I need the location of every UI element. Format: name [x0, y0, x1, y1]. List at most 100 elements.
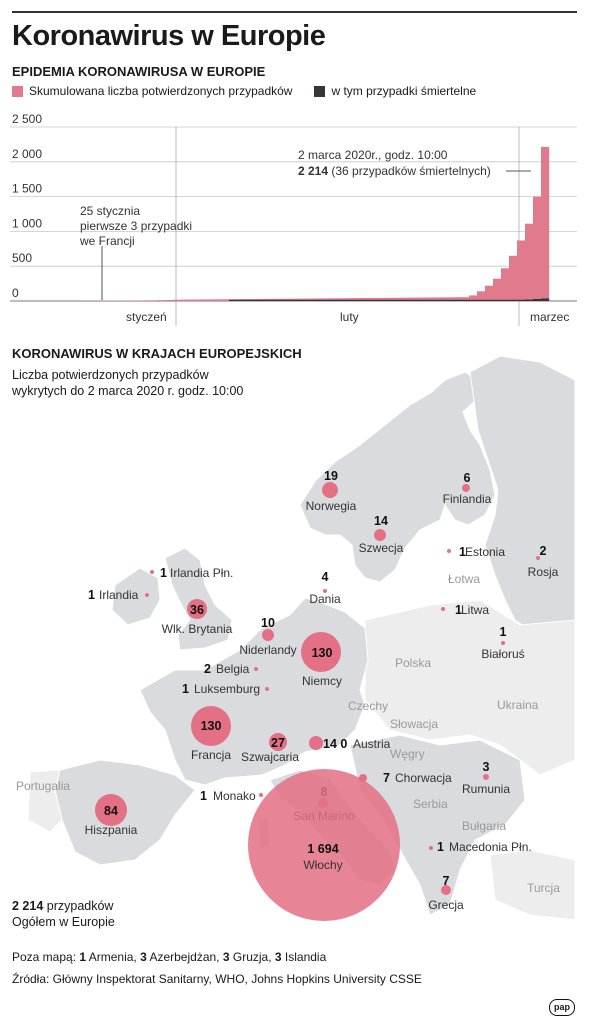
deaths-bar: [293, 299, 302, 301]
deaths-bar: [253, 299, 262, 301]
deaths-bar: [285, 299, 294, 301]
case-bubble: [447, 549, 451, 553]
last-case-annotation-line2: 2 214 (36 przypadków śmiertelnych): [298, 164, 491, 178]
case-bubble: [309, 736, 323, 750]
offmap-value: 1: [79, 950, 87, 964]
cases-bar: [141, 300, 150, 301]
cases-bar: [517, 240, 526, 301]
case-count-label: 1: [455, 603, 462, 617]
x-tick-label: marzec: [530, 310, 569, 324]
case-count-label: 1: [88, 588, 95, 602]
country-name-label: Irlandia: [99, 588, 139, 602]
offmap-country: Islandia: [281, 950, 327, 964]
offmap-country: Gruzja,: [229, 950, 275, 964]
case-count-label: 1 694: [307, 842, 338, 856]
cases-bar: [501, 268, 510, 301]
cases-bar: [317, 298, 326, 301]
deaths-bar: [405, 299, 414, 301]
deaths-bar: [229, 299, 238, 301]
deaths-bar: [357, 299, 366, 301]
case-count-label: 130: [312, 646, 333, 660]
country-rumunia: 3 Rumunia: [462, 760, 510, 796]
case-bubble: [323, 589, 327, 593]
y-tick-label: 500: [12, 251, 32, 265]
y-tick-label: 1 500: [12, 182, 42, 196]
case-bubble: [262, 629, 274, 641]
cases-bar: [213, 299, 222, 301]
land-russia-north: [469, 355, 576, 641]
country-name-label: Finlandia: [443, 492, 492, 506]
case-count-label: 7: [443, 874, 450, 888]
case-bubble: [501, 641, 505, 645]
country-litwa: 1 Litwa: [441, 603, 489, 617]
cases-bar: [301, 298, 310, 301]
country-grecja: 7 Grecja: [428, 874, 464, 912]
cases-bar: [485, 285, 494, 301]
cases-bar: [189, 299, 198, 301]
case-bubble: [441, 885, 451, 895]
total-summary: 2 214 przypadków Ogółem w Europie: [12, 898, 115, 930]
case-count-label: 19: [324, 469, 338, 483]
country-białoruś: 1 Białoruś: [481, 625, 524, 661]
case-bubble: [265, 687, 269, 691]
country-luksemburg: 1 Luksemburg: [182, 682, 269, 696]
cases-bar: [197, 299, 206, 301]
land-ireland: [111, 567, 161, 626]
country-label-no-data: Węgry: [390, 747, 425, 761]
map-subtitle: Liczba potwierdzonych przypadków wykryty…: [12, 367, 312, 399]
country-name-label: Rosja: [528, 565, 559, 579]
case-bubble: [429, 846, 433, 850]
country-name-label: Grecja: [428, 898, 464, 912]
country-label-no-data: Polska: [395, 656, 431, 670]
offmap-country: Armenia,: [86, 950, 141, 964]
offmap-value: 3: [274, 950, 282, 964]
country-label-no-data: Portugalia: [16, 779, 70, 793]
land-britain: [164, 547, 233, 651]
deaths-bar: [445, 299, 454, 301]
deaths-bar: [317, 299, 326, 301]
total-label: Ogółem w Europie: [12, 915, 115, 929]
deaths-bar: [517, 299, 526, 301]
cases-bar: [205, 299, 214, 301]
cases-bar: [477, 291, 486, 301]
cases-bar: [373, 297, 382, 301]
country-label-no-data: Ukraina: [497, 698, 539, 712]
country-szwecja: 14 Szwecja: [359, 514, 404, 555]
deaths-bar: [341, 299, 350, 301]
offmap-prefix: Poza mapą:: [12, 950, 80, 964]
cases-bar: [389, 297, 398, 301]
cases-bar: [413, 297, 422, 301]
total-unit: przypadków: [43, 899, 114, 913]
first-case-annotation-line2: pierwsze 3 przypadki: [80, 219, 192, 233]
cases-bar: [165, 299, 174, 301]
cases-bar: [181, 299, 190, 301]
deaths-bar: [493, 299, 502, 301]
deaths-bar: [477, 299, 486, 301]
cases-bar: [325, 298, 334, 301]
case-count-label: 10: [261, 616, 275, 630]
x-tick-label: styczeń: [126, 310, 167, 324]
deaths-bar: [325, 299, 334, 301]
country-name-label: Francja: [191, 748, 231, 762]
country-label-no-data: Serbia: [413, 797, 448, 811]
case-bubble: [462, 484, 470, 492]
first-case-annotation-line1: 25 stycznia: [80, 204, 140, 218]
deaths-bar: [389, 299, 398, 301]
land-turkey: [489, 849, 576, 921]
country-monako: 1 Monako: [200, 789, 263, 803]
case-bubble: [150, 570, 154, 574]
cases-bar: [533, 196, 542, 301]
country-francja: 130 Francja: [191, 706, 231, 762]
country-belgia: 2 Belgia: [204, 662, 258, 676]
case-count-label: 14 0: [323, 737, 347, 751]
country-rosja: 2 Rosja: [528, 544, 559, 579]
case-bubble: [483, 774, 489, 780]
map-subtitle-line2: wykrytych do 2 marca 2020 r. godz. 10:00: [12, 384, 244, 398]
case-bubble: [259, 793, 263, 797]
deaths-bar: [453, 299, 462, 301]
case-bubble: [441, 607, 445, 611]
country-name-label: Luksemburg: [194, 682, 260, 696]
deaths-bar: [237, 299, 246, 301]
cases-bar: [149, 300, 158, 301]
